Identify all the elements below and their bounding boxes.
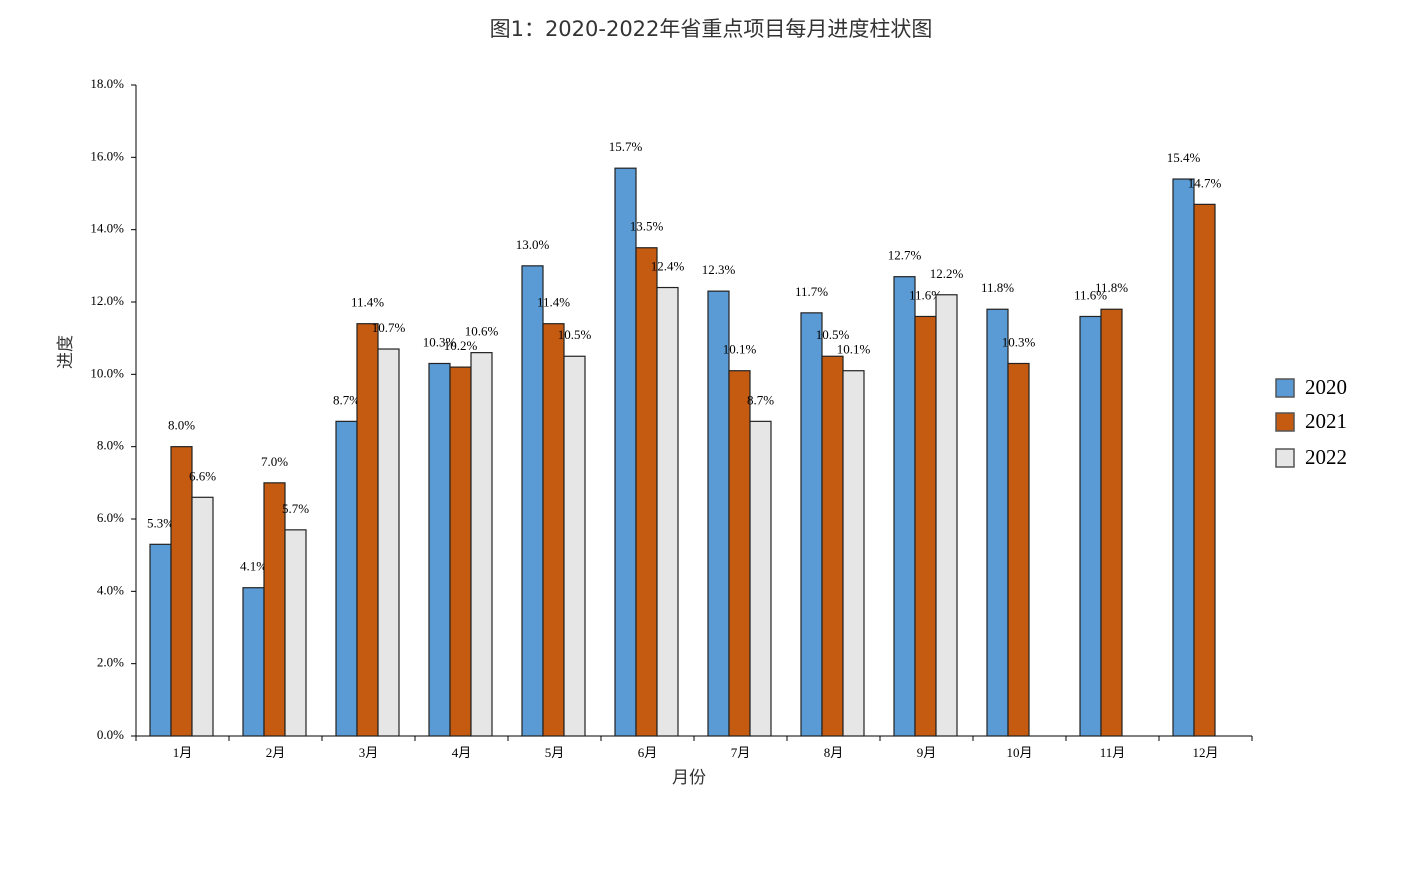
bar	[335, 420, 358, 737]
value-label: 10.5%	[816, 327, 850, 342]
x-tick-label: 4月	[452, 745, 472, 760]
value-label: 10.3%	[1002, 334, 1036, 349]
value-label: 8.7%	[333, 392, 360, 407]
y-tick-label: 2.0%	[97, 655, 124, 670]
legend-label: 2020	[1305, 375, 1347, 399]
bar	[749, 420, 772, 737]
x-tick-label: 12月	[1192, 745, 1218, 760]
value-label: 10.5%	[558, 327, 592, 342]
value-label: 10.2%	[444, 338, 478, 353]
y-tick-label: 6.0%	[97, 510, 124, 525]
y-tick-label: 10.0%	[90, 365, 124, 380]
value-label: 11.4%	[351, 295, 384, 310]
y-tick-label: 12.0%	[90, 293, 124, 308]
x-axis-title: 月份	[672, 768, 706, 788]
value-label: 11.7%	[795, 284, 828, 299]
value-label: 8.7%	[747, 392, 774, 407]
x-tick-label: 11月	[1100, 745, 1126, 760]
x-tick-label: 6月	[638, 745, 658, 760]
value-label: 10.1%	[837, 342, 871, 357]
bar	[893, 276, 916, 737]
y-tick-label: 0.0%	[97, 727, 124, 742]
value-label: 5.3%	[147, 515, 174, 530]
x-tick-label: 5月	[545, 745, 565, 760]
value-label: 8.0%	[168, 418, 195, 433]
bar	[470, 352, 493, 737]
value-label: 4.1%	[240, 559, 267, 574]
bar	[1079, 315, 1102, 737]
bar	[170, 446, 193, 737]
bar	[656, 286, 679, 737]
y-tick-label: 14.0%	[90, 221, 124, 236]
x-tick-label: 9月	[917, 745, 937, 760]
value-label: 10.6%	[465, 324, 499, 339]
bar	[707, 290, 730, 737]
bar	[842, 370, 865, 737]
bar	[521, 265, 544, 737]
bar	[356, 323, 379, 737]
value-label: 15.4%	[1167, 150, 1201, 165]
bar	[728, 370, 751, 737]
value-label: 11.6%	[1074, 287, 1107, 302]
bar	[149, 543, 172, 737]
x-tick-label: 2月	[266, 745, 286, 760]
y-tick-label: 4.0%	[97, 582, 124, 597]
bar	[242, 587, 265, 737]
bar	[821, 355, 844, 737]
value-label: 11.6%	[909, 287, 942, 302]
legend-swatch	[1275, 448, 1295, 468]
value-label: 12.7%	[888, 248, 922, 263]
bar	[1007, 362, 1030, 737]
bar	[263, 482, 286, 737]
x-tick-label: 3月	[359, 745, 379, 760]
value-label: 10.1%	[723, 342, 757, 357]
x-tick-label: 10月	[1006, 745, 1032, 760]
value-label: 10.7%	[372, 320, 406, 335]
legend-swatch	[1275, 378, 1295, 398]
value-label: 12.2%	[930, 266, 964, 281]
value-label: 11.8%	[981, 280, 1014, 295]
value-label: 7.0%	[261, 454, 288, 469]
legend-label: 2022	[1305, 445, 1347, 469]
value-label: 12.3%	[702, 262, 736, 277]
bar	[284, 529, 307, 737]
value-label: 15.7%	[609, 139, 643, 154]
bar	[1172, 178, 1195, 737]
bar	[935, 294, 958, 737]
bar	[1193, 203, 1216, 737]
legend-label: 2021	[1305, 409, 1347, 433]
value-label: 14.7%	[1188, 175, 1222, 190]
bar	[914, 315, 937, 737]
value-label: 13.5%	[630, 219, 664, 234]
bar	[542, 323, 565, 737]
value-label: 12.4%	[651, 259, 685, 274]
bar	[449, 366, 472, 737]
bar	[986, 308, 1009, 737]
value-label: 5.7%	[282, 501, 309, 516]
x-tick-label: 7月	[731, 745, 751, 760]
value-label: 13.0%	[516, 237, 550, 252]
bar	[800, 312, 823, 737]
x-tick-label: 1月	[173, 745, 193, 760]
bar	[635, 247, 658, 737]
y-tick-label: 16.0%	[90, 148, 124, 163]
y-axis-title: 进度	[56, 335, 76, 369]
bar	[1100, 308, 1123, 737]
chart-title: 图1：2020-2022年省重点项目每月进度柱状图	[490, 17, 933, 41]
value-label: 6.6%	[189, 468, 216, 483]
value-label: 10.3%	[423, 334, 457, 349]
y-tick-label: 18.0%	[90, 76, 124, 91]
y-tick-label: 8.0%	[97, 438, 124, 453]
bar	[614, 167, 637, 737]
bar	[377, 348, 400, 737]
bar	[428, 362, 451, 737]
bar	[563, 355, 586, 737]
x-tick-label: 8月	[824, 745, 844, 760]
value-label: 11.4%	[537, 295, 570, 310]
legend-swatch	[1275, 412, 1295, 432]
bar	[191, 496, 214, 737]
value-label: 11.8%	[1095, 280, 1128, 295]
